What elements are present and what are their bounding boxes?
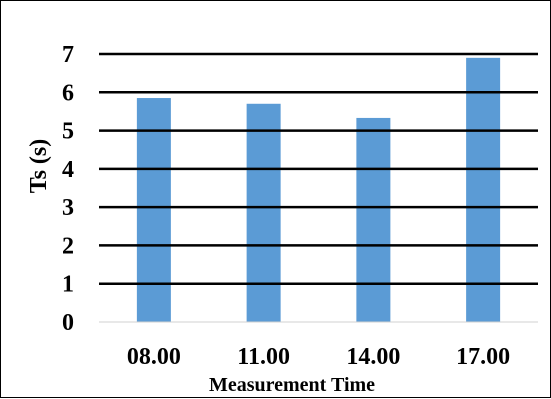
x-tick-label: 08.00 <box>127 344 181 370</box>
bar-11.00 <box>246 103 281 323</box>
x-tick-label: 11.00 <box>237 344 290 370</box>
x-tick-labels: 08.00 11.00 14.00 17.00 <box>127 344 510 370</box>
x-tick-label: 17.00 <box>456 344 510 370</box>
y-tick-label: 3 <box>62 195 74 221</box>
y-axis-title: Ts (s) <box>26 139 52 193</box>
x-axis-title: Measurement Time <box>209 374 375 396</box>
y-tick-labels: 0 1 2 3 4 5 6 7 <box>62 42 74 336</box>
y-tick-label: 0 <box>62 310 74 336</box>
y-tick-label: 7 <box>62 42 74 68</box>
y-tick-label: 1 <box>62 272 74 298</box>
bars <box>136 57 501 323</box>
y-tick-label: 5 <box>62 119 74 145</box>
y-tick-label: 6 <box>62 80 74 106</box>
x-tick-label: 14.00 <box>346 344 400 370</box>
bar-17.00 <box>466 57 501 322</box>
bar-14.00 <box>356 117 391 323</box>
y-tick-label: 4 <box>62 157 74 183</box>
gridlines <box>99 52 538 323</box>
y-tick-label: 2 <box>62 233 74 259</box>
